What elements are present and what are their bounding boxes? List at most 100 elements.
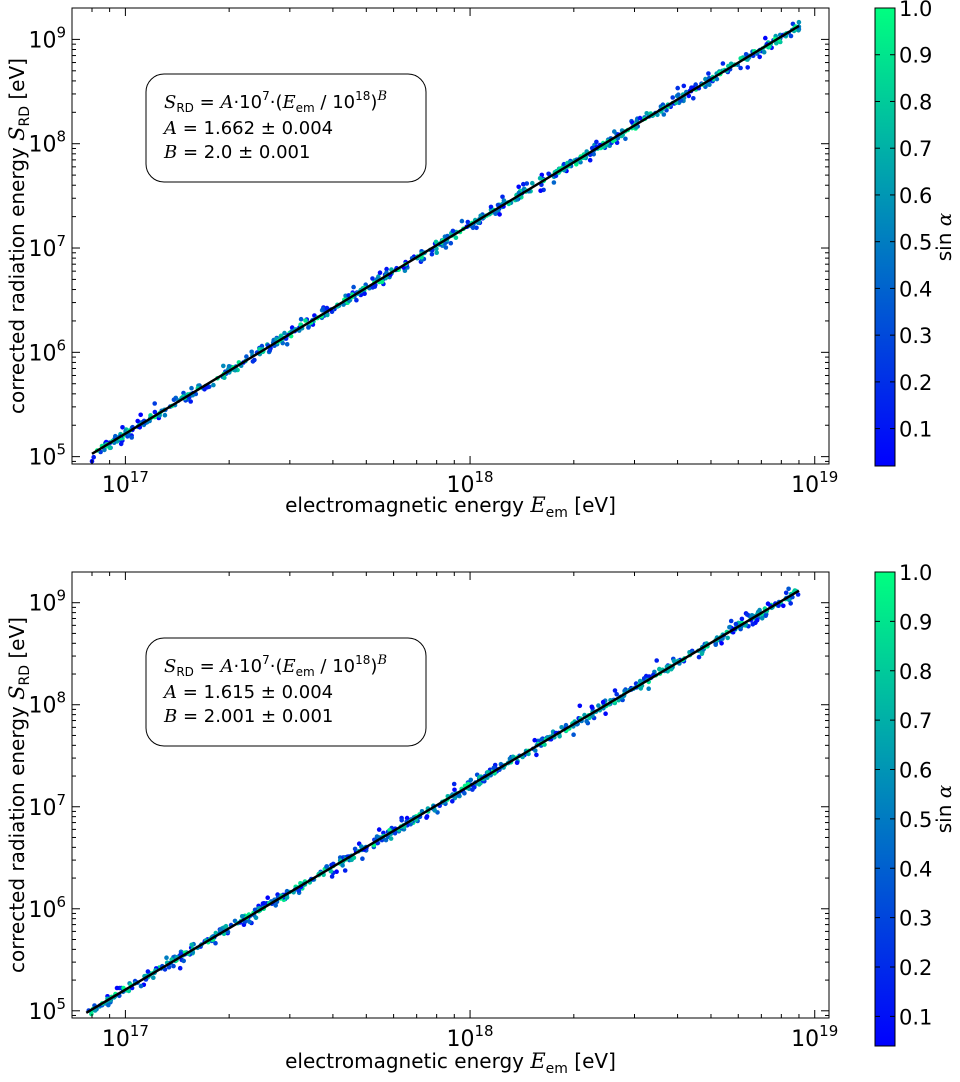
- data-point: [89, 1011, 94, 1017]
- annotation-box: [145, 73, 427, 183]
- colorbar-tick-label: 0.3: [899, 907, 932, 931]
- data-point: [727, 625, 732, 630]
- data-point: [138, 983, 144, 989]
- data-point: [703, 76, 708, 82]
- data-point: [351, 284, 356, 290]
- x-tick-label: 1017: [102, 468, 149, 498]
- data-point: [470, 225, 476, 231]
- data-point: [202, 387, 207, 392]
- colorbar-tick-label: 0.2: [899, 956, 932, 980]
- data-point: [351, 855, 357, 860]
- data-point: [226, 364, 232, 369]
- data-point: [739, 616, 745, 622]
- fit-formula: SRD = A·107·(Eem / 1018)B: [164, 653, 387, 679]
- colorbar-gradient: [874, 571, 896, 1047]
- data-point: [434, 250, 440, 255]
- y-tick-label: 105: [28, 995, 66, 1025]
- data-point: [450, 799, 455, 804]
- data-point: [781, 603, 786, 609]
- data-point: [539, 737, 544, 742]
- fit-annotation: SRD = A·107·(Eem / 1018)B A = 1.662 ± 0.0…: [145, 73, 427, 183]
- data-point: [267, 348, 273, 353]
- data-point: [166, 964, 172, 970]
- data-point: [551, 180, 557, 185]
- data-point: [265, 895, 271, 900]
- colorbar-tick-label: 0.4: [899, 277, 932, 301]
- fit-line: [85, 589, 800, 1014]
- data-point: [584, 718, 589, 724]
- y-tick-label: 107: [28, 232, 66, 262]
- data-point: [728, 618, 734, 624]
- fit-param-b: B = 2.0 ± 0.001: [163, 142, 310, 163]
- data-point: [181, 958, 186, 964]
- data-point: [571, 732, 576, 737]
- data-point: [714, 76, 720, 82]
- data-point: [443, 245, 449, 250]
- x-tick-label: 1018: [447, 1022, 494, 1052]
- data-point: [761, 49, 767, 55]
- data-point: [164, 955, 169, 960]
- data-point: [612, 129, 617, 134]
- data-point: [676, 92, 681, 97]
- x-tick-label: 1017: [102, 1022, 149, 1052]
- data-point: [377, 270, 383, 276]
- data-point: [733, 621, 739, 627]
- data-point: [284, 342, 290, 347]
- data-point: [324, 864, 329, 869]
- data-point: [120, 425, 125, 430]
- data-point: [239, 914, 245, 919]
- chart-panel-bottom: 1017 1018 1019 105 106 107 108 109 electromagnet…: [5, 561, 956, 1077]
- data-point: [118, 441, 124, 447]
- data-point: [188, 399, 193, 404]
- data-point: [614, 692, 619, 697]
- data-point: [532, 737, 537, 743]
- x-tick-label: 1019: [791, 1022, 838, 1052]
- colorbar: 0.1 0.2 0.3 0.4 0.5 0.6 0.7 0.8 0.9 1.0 sin α: [874, 561, 956, 1047]
- colorbar-tick-label: 1.0: [899, 561, 932, 585]
- data-point: [743, 52, 749, 57]
- data-point: [325, 312, 330, 318]
- data-point: [757, 607, 762, 613]
- data-point: [370, 276, 375, 281]
- data-point: [696, 654, 702, 660]
- fit-annotation: SRD = A·107·(Eem / 1018)B A = 1.615 ± 0.0…: [145, 637, 427, 747]
- data-point: [594, 139, 599, 145]
- data-point: [450, 228, 456, 234]
- data-point: [644, 111, 649, 116]
- data-point: [152, 401, 157, 406]
- data-point: [459, 218, 465, 224]
- colorbar-tick-label: 0.7: [899, 137, 932, 161]
- data-point: [429, 251, 435, 257]
- data-point: [451, 781, 457, 787]
- data-point: [681, 83, 687, 89]
- data-point: [491, 765, 497, 771]
- data-point: [324, 305, 330, 311]
- data-point: [557, 734, 562, 739]
- data-point: [763, 613, 768, 618]
- colorbar-tick-label: 0.6: [899, 759, 932, 783]
- data-point: [516, 184, 521, 190]
- data-point: [474, 225, 479, 231]
- data-point: [383, 837, 389, 843]
- data-point: [152, 409, 158, 415]
- y-axis-label: corrected radiation energy SRD [eV]: [5, 617, 33, 973]
- data-point: [559, 725, 564, 730]
- data-point: [138, 412, 143, 418]
- data-point: [399, 818, 405, 823]
- data-point: [432, 808, 438, 813]
- chart-panel-top: 1017 1018 1019 105 106 107 108 109 electromagnet…: [5, 0, 956, 521]
- data-point: [514, 760, 520, 765]
- data-point: [388, 836, 394, 841]
- data-point: [623, 136, 628, 142]
- data-point: [646, 686, 651, 691]
- data-point: [691, 96, 696, 101]
- data-point: [537, 176, 543, 181]
- fit-param-b: B = 2.001 ± 0.001: [163, 706, 333, 727]
- fit-line: [91, 24, 800, 455]
- data-point: [342, 868, 348, 873]
- data-point: [106, 1002, 111, 1008]
- data-point: [376, 827, 382, 832]
- colorbar-gradient: [874, 7, 896, 467]
- y-tick-label: 109: [28, 23, 66, 53]
- data-point: [500, 194, 505, 200]
